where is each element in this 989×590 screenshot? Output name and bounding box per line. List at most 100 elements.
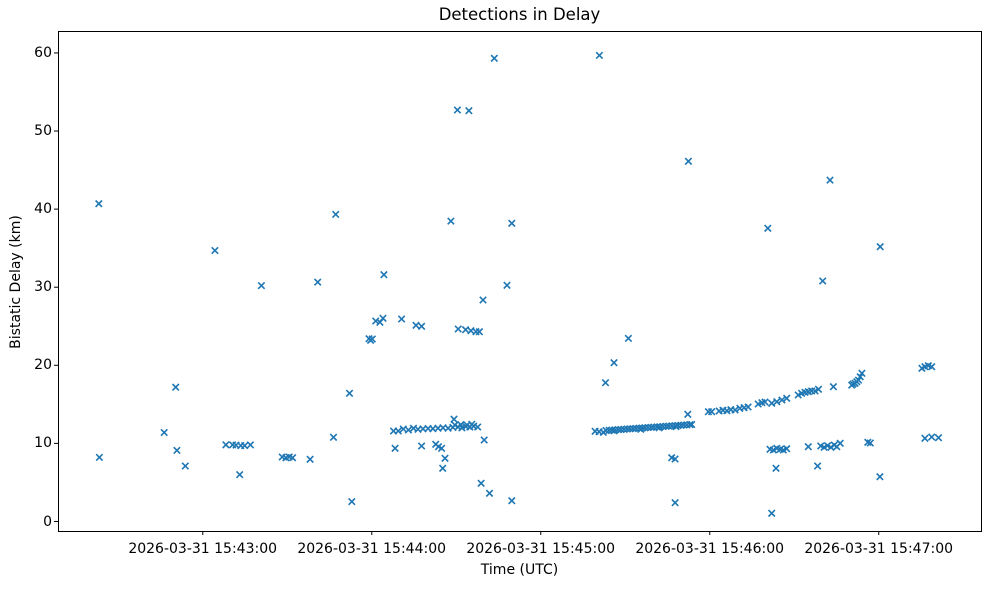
data-point-marker: [288, 453, 297, 462]
x-tick-label-1543: 2026-03-31 15:43:00: [128, 541, 278, 557]
data-point-marker: [687, 420, 696, 429]
data-point-marker: [235, 470, 244, 479]
data-point-marker: [629, 424, 637, 433]
data-point-marker: [927, 433, 936, 441]
y-tick-label-10: 10: [34, 435, 52, 452]
data-point-marker: [490, 54, 499, 63]
data-point-marker: [473, 423, 482, 431]
data-point-marker: [623, 425, 631, 433]
data-point-marker: [171, 383, 180, 391]
data-point-marker: [921, 434, 929, 443]
data-point-marker: [876, 242, 884, 251]
data-point-marker: [782, 394, 791, 403]
data-point-marker: [804, 442, 813, 451]
data-point-marker: [380, 270, 388, 279]
data-point-marker: [477, 479, 485, 488]
data-point-marker: [744, 403, 752, 411]
data-point-marker: [371, 317, 380, 325]
x-tick-label-1546: 2026-03-31 15:46:00: [635, 541, 785, 557]
x-tick-label-1544: 2026-03-31 15:44:00: [297, 541, 447, 557]
data-point-marker: [450, 415, 458, 423]
data-point-marker: [782, 444, 791, 453]
data-point-marker: [876, 472, 884, 481]
data-point-marker: [348, 497, 356, 506]
chart-title: Detections in Delay: [438, 5, 601, 24]
data-point-marker: [417, 442, 426, 450]
data-point-marker: [662, 422, 670, 431]
data-point-marker: [836, 439, 844, 448]
y-tick-label-50: 50: [34, 123, 52, 139]
data-point-marker: [160, 428, 168, 437]
data-point-marker: [246, 441, 255, 449]
data-point-marker: [624, 334, 633, 343]
data-point-marker: [465, 106, 473, 115]
data-point-marker: [927, 362, 936, 371]
data-point-marker: [441, 454, 449, 463]
data-point-marker: [95, 199, 103, 208]
data-point-marker: [684, 157, 693, 166]
x-axis-label: Time (UTC): [480, 562, 559, 578]
data-point-marker: [686, 420, 694, 429]
data-point-marker: [222, 441, 230, 449]
data-point-marker: [767, 399, 776, 408]
x-tick-label-1545: 2026-03-31 15:45:00: [466, 541, 616, 557]
data-point-marker: [394, 427, 402, 435]
data-point-marker: [829, 382, 838, 391]
data-point-marker: [508, 496, 516, 505]
y-tick-label-0: 0: [43, 513, 52, 530]
plot-border: [58, 31, 982, 532]
data-point-marker: [772, 464, 780, 473]
data-point-marker: [479, 296, 487, 304]
x-tick-label-1547: 2026-03-31 15:47:00: [804, 541, 954, 557]
data-point-marker: [211, 246, 219, 255]
data-point-marker: [818, 277, 827, 285]
data-point-marker: [437, 444, 446, 453]
data-point-marker: [95, 453, 104, 462]
y-tick-label-60: 60: [34, 44, 52, 61]
data-point-marker: [453, 106, 462, 114]
data-point-marker: [313, 278, 322, 286]
data-point-marker: [671, 455, 679, 463]
data-point-marker: [677, 421, 685, 430]
data-point-marker: [595, 51, 604, 60]
data-point-marker: [173, 446, 181, 455]
data-point-marker: [485, 489, 494, 498]
data-point-marker: [379, 314, 387, 323]
data-point-marker: [731, 406, 739, 414]
data-point-marker: [849, 380, 857, 388]
data-point-marker: [761, 398, 769, 406]
data-point-marker: [866, 439, 875, 447]
data-point-marker: [397, 315, 406, 323]
data-point-marker: [814, 385, 823, 394]
data-point-marker: [257, 281, 266, 290]
data-point-marker: [934, 433, 943, 442]
data-point-marker: [331, 210, 340, 219]
y-tick-label-40: 40: [34, 201, 52, 218]
data-point-marker: [610, 358, 618, 367]
data-point-marker: [404, 426, 413, 434]
data-point-marker: [447, 217, 455, 225]
data-point-marker: [773, 397, 781, 406]
data-point-marker: [306, 455, 314, 464]
data-point-marker: [764, 224, 772, 233]
data-point-marker: [480, 436, 488, 444]
data-point-marker: [826, 176, 834, 184]
data-point-marker: [438, 464, 447, 473]
data-point-marker: [391, 444, 399, 453]
data-point-marker: [417, 322, 426, 331]
data-point-marker: [767, 509, 776, 518]
data-point-marker: [345, 389, 354, 398]
data-point-marker: [508, 219, 516, 228]
data-point-marker: [638, 424, 646, 432]
data-point-marker: [454, 325, 462, 333]
data-point-marker: [475, 327, 484, 336]
data-point-marker: [858, 369, 866, 378]
data-point-marker: [671, 498, 679, 507]
data-point-marker: [813, 462, 822, 470]
data-point-marker: [601, 378, 610, 387]
data-point-marker: [181, 462, 190, 470]
data-point-marker: [778, 396, 786, 404]
y-tick-label-30: 30: [34, 279, 52, 296]
data-point-marker: [684, 410, 692, 419]
